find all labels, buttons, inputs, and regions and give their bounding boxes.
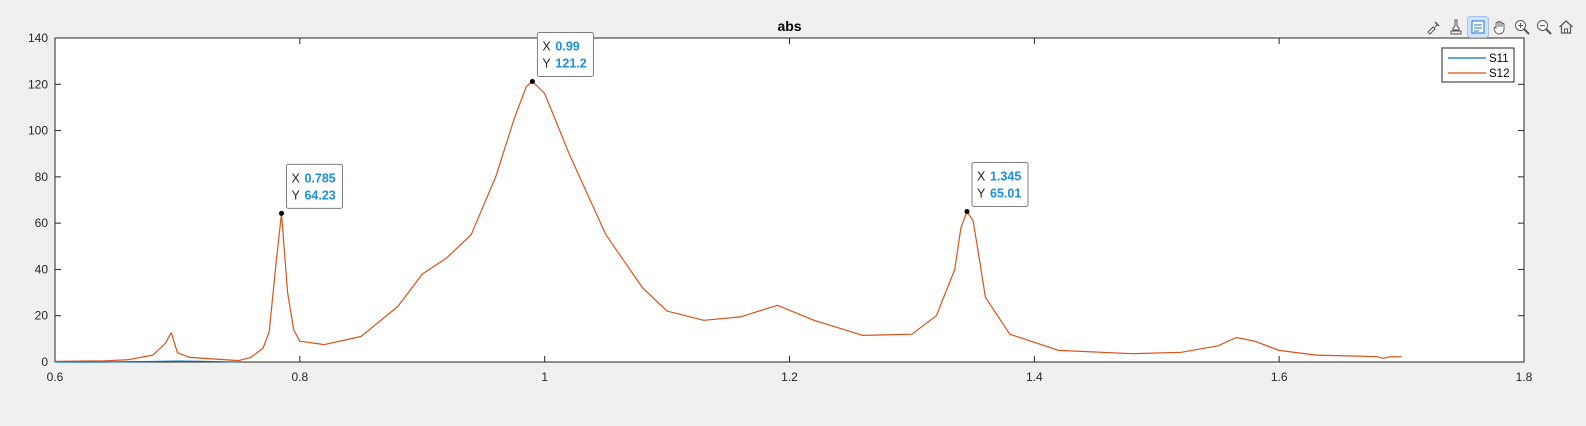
x-tick-label: 0.8 bbox=[291, 370, 308, 384]
datatip-marker[interactable] bbox=[964, 209, 970, 215]
pan-hand-icon[interactable] bbox=[1490, 17, 1510, 37]
datatip-marker[interactable] bbox=[278, 210, 284, 216]
y-tick-label: 140 bbox=[28, 31, 48, 45]
datatip-y-key: Y bbox=[291, 188, 300, 202]
datatip-y-key: Y bbox=[542, 57, 551, 71]
y-tick-label: 40 bbox=[35, 262, 49, 276]
axes-toolbar bbox=[1424, 16, 1576, 38]
datatip-x-value: 0.99 bbox=[555, 40, 579, 54]
home-icon[interactable] bbox=[1556, 17, 1576, 37]
data-cursor-icon[interactable] bbox=[1446, 17, 1466, 37]
x-tick-label: 1.2 bbox=[781, 370, 798, 384]
datatip-box[interactable] bbox=[536, 32, 594, 78]
x-tick-label: 1.4 bbox=[1026, 370, 1043, 384]
datatip-marker[interactable] bbox=[529, 79, 535, 85]
zoom-in-icon[interactable] bbox=[1512, 17, 1532, 37]
series-line-s11[interactable] bbox=[55, 360, 239, 363]
brush-data-icon[interactable] bbox=[1424, 17, 1444, 37]
x-tick-label: 1.8 bbox=[1516, 370, 1533, 384]
legend-label-s12: S12 bbox=[1489, 68, 1509, 80]
datatip-box[interactable] bbox=[285, 163, 343, 209]
datatip-x-value: 1.345 bbox=[990, 170, 1021, 184]
datatip-y-value: 64.23 bbox=[304, 188, 335, 202]
datatip-y-value: 121.2 bbox=[555, 57, 586, 71]
datatip-x-value: 0.785 bbox=[304, 171, 335, 185]
y-tick-label: 60 bbox=[35, 216, 49, 230]
legend-box[interactable] bbox=[1441, 47, 1515, 83]
chart-title: abs bbox=[777, 18, 801, 34]
datatip-x-key: X bbox=[977, 170, 986, 184]
y-tick-label: 0 bbox=[41, 355, 48, 369]
y-tick-label: 20 bbox=[35, 309, 49, 323]
y-tick-label: 120 bbox=[28, 77, 48, 91]
datatip-icon[interactable] bbox=[1467, 16, 1489, 38]
datatip-y-key: Y bbox=[977, 187, 986, 201]
datatip-box[interactable] bbox=[971, 162, 1029, 208]
datatip-y-value: 65.01 bbox=[990, 187, 1021, 201]
x-tick-label: 0.6 bbox=[47, 370, 64, 384]
plot-area bbox=[54, 37, 1525, 363]
datatip-x-key: X bbox=[291, 171, 300, 185]
y-tick-label: 100 bbox=[28, 124, 48, 138]
x-tick-label: 1 bbox=[541, 370, 548, 384]
series-line-s12[interactable] bbox=[54, 80, 1402, 362]
y-tick-label: 80 bbox=[35, 170, 49, 184]
zoom-out-icon[interactable] bbox=[1534, 17, 1554, 37]
legend-label-s11: S11 bbox=[1489, 53, 1509, 65]
datatip-x-key: X bbox=[542, 40, 551, 54]
x-tick-label: 1.6 bbox=[1271, 370, 1288, 384]
